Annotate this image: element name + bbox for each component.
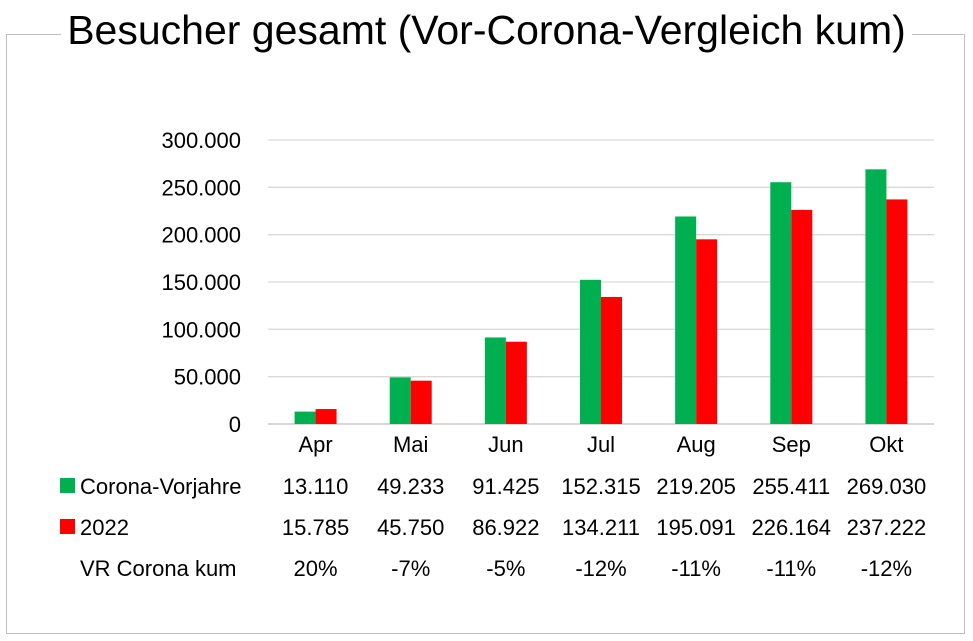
bar xyxy=(675,216,697,424)
table-value: -12% xyxy=(575,556,626,581)
x-tick-label: Apr xyxy=(298,432,332,457)
bar xyxy=(410,380,432,424)
table-series-name: 2022 xyxy=(80,515,129,540)
bar xyxy=(315,409,337,424)
table-series-name: Corona-Vorjahre xyxy=(80,474,241,499)
bar xyxy=(580,279,601,424)
table-value: 91.425 xyxy=(472,474,539,499)
table-value: 269.030 xyxy=(847,474,927,499)
bar xyxy=(505,341,527,424)
legend-key xyxy=(60,478,75,493)
y-tick-label: 150.000 xyxy=(161,270,241,295)
x-tick-label: Aug xyxy=(677,432,716,457)
bar xyxy=(865,169,887,424)
bar xyxy=(770,182,792,424)
legend-key xyxy=(60,519,75,534)
bar xyxy=(886,199,908,424)
chart-title-wrap: Besucher gesamt (Vor-Corona-Vergleich ku… xyxy=(0,2,973,58)
x-tick-label: Mai xyxy=(393,432,428,457)
bar xyxy=(389,377,411,424)
table-value: 13.110 xyxy=(283,474,349,499)
x-tick-label: Jul xyxy=(587,432,615,457)
table-value: -5% xyxy=(486,556,525,581)
table-value: -12% xyxy=(861,556,912,581)
table-value: -11% xyxy=(671,556,721,581)
bar xyxy=(601,296,622,424)
table-value: -11% xyxy=(766,556,816,581)
y-tick-label: 250.000 xyxy=(161,175,241,200)
table-value: 86.922 xyxy=(472,515,539,540)
chart-title: Besucher gesamt (Vor-Corona-Vergleich ku… xyxy=(61,7,912,53)
y-tick-label: 50.000 xyxy=(174,365,241,390)
x-tick-label: Sep xyxy=(772,432,811,457)
y-tick-label: 0 xyxy=(229,412,241,437)
y-tick-label: 300.000 xyxy=(161,128,241,153)
table-value: 134.211 xyxy=(562,515,640,540)
table-value: 219.205 xyxy=(656,474,736,499)
table-value: 45.750 xyxy=(377,515,444,540)
bar xyxy=(696,239,718,424)
table-value: 237.222 xyxy=(847,515,927,540)
bar xyxy=(294,411,316,424)
x-tick-label: Jun xyxy=(488,432,523,457)
x-tick-label: Okt xyxy=(869,432,903,457)
table-value: 49.233 xyxy=(377,474,444,499)
table-value: 195.091 xyxy=(656,515,736,540)
table-value: 15.785 xyxy=(282,515,349,540)
bar xyxy=(791,209,813,424)
table-value: 20% xyxy=(294,556,338,581)
y-tick-label: 200.000 xyxy=(161,223,241,248)
table-row-name: VR Corona kum xyxy=(80,556,237,581)
y-tick-label: 100.000 xyxy=(161,317,241,342)
table-value: 152.315 xyxy=(561,474,641,499)
table-value: -7% xyxy=(391,556,430,581)
table-value: 255.411 xyxy=(752,474,830,499)
table-value: 226.164 xyxy=(752,515,832,540)
bar xyxy=(484,337,506,424)
